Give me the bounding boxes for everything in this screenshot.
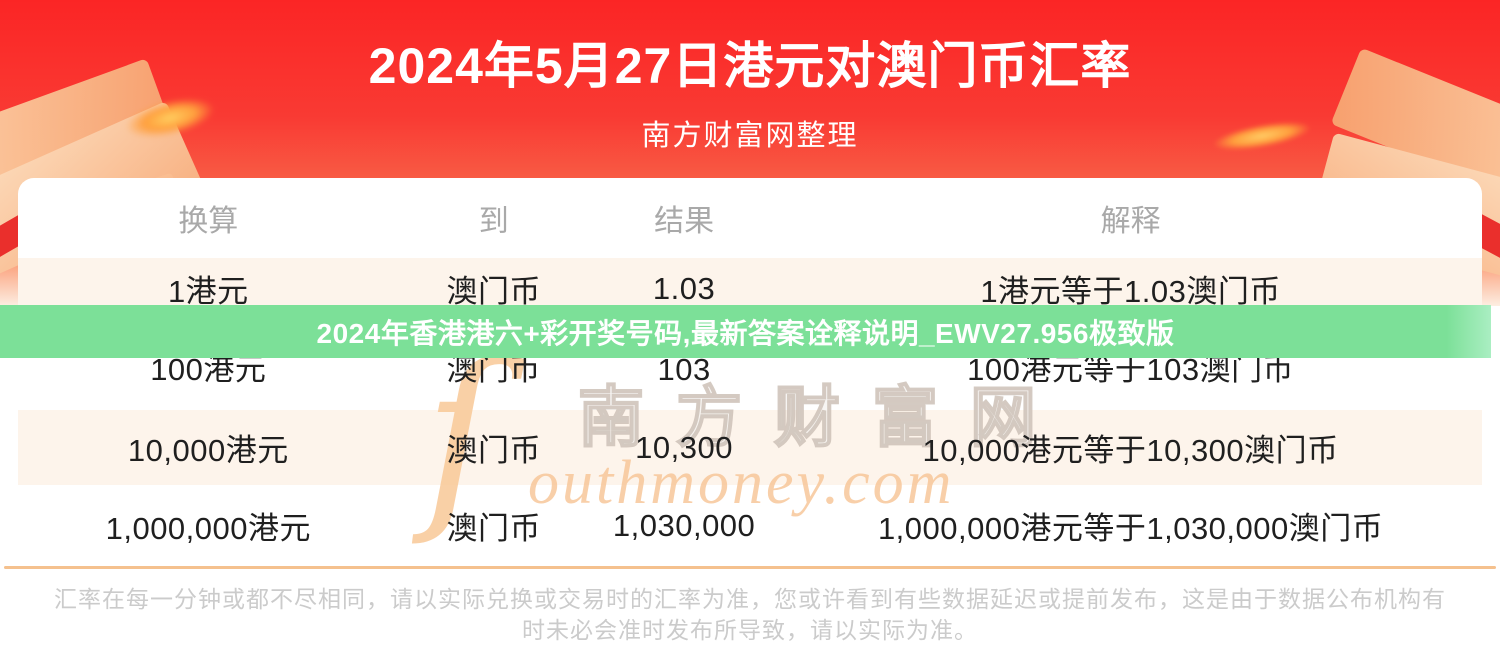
cell-explanation: 1港元等于1.03澳门币 [980, 274, 1281, 309]
page-subtitle: 南方财富网整理 [641, 120, 859, 152]
cell-to: 澳门币 [446, 433, 542, 468]
col-header-result: 结果 [654, 205, 715, 238]
page-title: 2024年5月27日港元对澳门币汇率 [368, 38, 1132, 94]
cell-result: 1,030,000 [612, 507, 756, 543]
footer-disclaimer: 汇率在每一分钟或都不尽相同，请以实际兑换或交易时的汇率为准，您或许看到有些数据延… [54, 586, 1446, 643]
cell-from: 10,000港元 [127, 433, 289, 468]
cell-to: 澳门币 [446, 511, 542, 546]
cell-from: 1,000,000港元 [105, 511, 312, 546]
cell-explanation: 10,000港元等于10,300澳门币 [922, 433, 1339, 468]
promo-banner[interactable]: 2024年香港港六+彩开奖号码,最新答案诠释说明_EWV27.956极致版 [0, 305, 1491, 358]
cell-from: 1港元 [167, 274, 249, 309]
table-row: 1,000,000港元 澳门币 1,030,000 1,000,000港元等于1… [18, 485, 1482, 566]
exchange-rate-card: 换算 到 结果 解释 1港元 澳门币 1.03 1港元等于1.03澳门币 100… [18, 178, 1482, 566]
table-header-row: 换算 到 结果 解释 [18, 178, 1482, 258]
col-header-convert: 换算 [178, 205, 239, 238]
footer-divider [4, 566, 1496, 569]
cell-result: 1.03 [652, 270, 716, 306]
col-header-explanation: 解释 [1100, 205, 1161, 238]
cell-result: 10,300 [635, 429, 733, 465]
cell-explanation: 1,000,000港元等于1,030,000澳门币 [877, 511, 1384, 546]
promo-banner-text: 2024年香港港六+彩开奖号码,最新答案诠释说明_EWV27.956极致版 [316, 317, 1175, 349]
table-row: 10,000港元 澳门币 10,300 10,000港元等于10,300澳门币 [18, 410, 1482, 485]
table-row: 1港元 澳门币 1.03 1港元等于1.03澳门币 [18, 258, 1482, 309]
table-row: 100港元 澳门币 103 100港元等于103澳门币 [18, 352, 1482, 410]
cell-to: 澳门币 [446, 274, 542, 309]
col-header-to: 到 [478, 205, 509, 238]
